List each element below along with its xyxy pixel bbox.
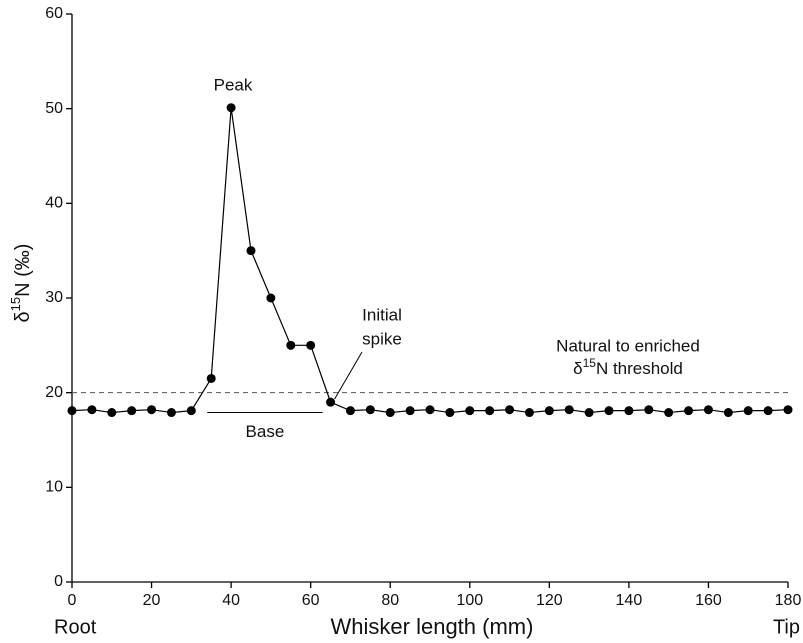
y-tick-label: 60 <box>45 5 63 22</box>
data-point <box>524 408 534 418</box>
data-point <box>564 405 574 415</box>
data-point <box>644 405 654 415</box>
threshold-label-part: δ <box>573 359 582 378</box>
data-point <box>107 408 117 418</box>
data-point <box>505 405 515 415</box>
data-point <box>166 408 176 418</box>
data-point <box>544 406 554 416</box>
threshold-label: δ15N threshold <box>573 356 683 378</box>
data-point <box>465 406 475 416</box>
data-point <box>703 405 713 415</box>
x-tick-label: 120 <box>536 592 563 609</box>
x-tick-label: 40 <box>222 592 240 609</box>
y-label-part: δ <box>12 311 34 322</box>
y-tick-label: 0 <box>54 573 63 590</box>
data-point <box>624 406 634 416</box>
peak-label: Peak <box>214 75 253 94</box>
data-point <box>226 103 236 113</box>
data-point <box>723 408 733 418</box>
data-point <box>306 340 316 350</box>
data-point <box>743 406 753 416</box>
y-axis-label: δ15N (‰) <box>8 244 34 323</box>
x-tick-label: 140 <box>616 592 643 609</box>
y-label-sup: 15 <box>8 297 23 311</box>
x-tick-label: 20 <box>143 592 161 609</box>
x-tick-label: 180 <box>775 592 802 609</box>
y-tick-label: 50 <box>45 100 63 117</box>
data-point <box>485 406 495 416</box>
spike-pointer <box>334 351 363 400</box>
y-tick-label: 20 <box>45 384 63 401</box>
data-point <box>345 406 355 416</box>
threshold-label: Natural to enriched <box>556 336 700 355</box>
y-tick-label: 40 <box>45 195 63 212</box>
data-point <box>783 405 793 415</box>
data-point <box>87 405 97 415</box>
data-point <box>763 406 773 416</box>
threshold-label-part: N threshold <box>596 359 683 378</box>
data-point <box>127 406 137 416</box>
y-tick-label: 10 <box>45 479 63 496</box>
x-tick-label: 160 <box>695 592 722 609</box>
data-point <box>67 406 77 416</box>
threshold-label-sup: 15 <box>583 356 597 370</box>
x-tick-label: 100 <box>456 592 483 609</box>
y-label-part: N (‰) <box>12 244 34 297</box>
data-point <box>684 406 694 416</box>
y-tick-label: 30 <box>45 289 63 306</box>
base-label: Base <box>246 422 285 441</box>
data-point <box>286 340 296 350</box>
spike-label: Initial <box>362 305 402 324</box>
data-point <box>147 405 157 415</box>
data-point <box>186 406 196 416</box>
x-axis-label: Whisker length (mm) <box>331 614 534 639</box>
data-point <box>445 408 455 418</box>
x-end-label: Root <box>54 616 97 638</box>
data-point <box>664 408 674 418</box>
data-point <box>405 406 415 416</box>
spike-label: spike <box>362 329 402 348</box>
x-tick-label: 80 <box>381 592 399 609</box>
x-tick-label: 0 <box>68 592 77 609</box>
data-point <box>604 406 614 416</box>
data-point <box>326 397 336 407</box>
data-point <box>246 246 256 256</box>
data-point <box>206 373 216 383</box>
x-tick-label: 60 <box>302 592 320 609</box>
data-point <box>385 408 395 418</box>
data-point <box>584 408 594 418</box>
data-point <box>425 405 435 415</box>
x-end-label: Tip <box>773 616 800 638</box>
data-point <box>266 293 276 303</box>
data-point <box>365 405 375 415</box>
